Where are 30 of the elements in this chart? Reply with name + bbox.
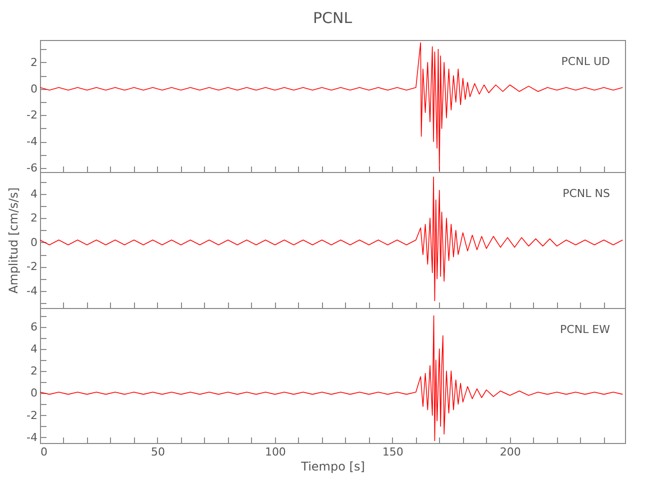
y-tick-label: 6 [30,320,38,334]
x-tick-label: 50 [150,446,165,458]
annotation: PCNL UD [561,55,610,68]
y-tick-label: 0 [30,386,38,400]
line-series [40,315,624,442]
y-tick-label: 2 [30,56,38,69]
annotation: PCNL EW [560,323,610,336]
chart-title: PCNL [312,9,353,27]
y-tick-label: 2 [30,364,38,378]
y-tick-label: -2 [26,260,38,274]
y-tick-label: 4 [30,187,38,200]
line-series [40,42,624,172]
annotation: PCNL NS [562,187,610,200]
y-tick-label: 2 [30,212,38,225]
y-tick-label: 4 [30,342,38,356]
y-tick-label: -2 [26,108,38,122]
y-tick-label: -2 [26,408,38,422]
line-series [40,176,624,302]
x-tick-label: 0 [40,446,48,458]
x-axis-title: Tiempo [s] [300,460,365,474]
y-tick-label: -6 [26,162,38,175]
y-axis-title: Amplitud [cm/s/s] [6,187,21,294]
x-tick-label: 200 [500,446,521,458]
y-tick-label: 0 [30,82,38,96]
y-tick-label: -4 [26,430,38,444]
x-tick-label: 150 [382,446,404,458]
y-tick-label: 0 [30,236,38,249]
y-tick-label: -4 [26,284,38,298]
y-tick-label: -4 [26,135,38,148]
x-tick-label: 100 [264,446,286,458]
